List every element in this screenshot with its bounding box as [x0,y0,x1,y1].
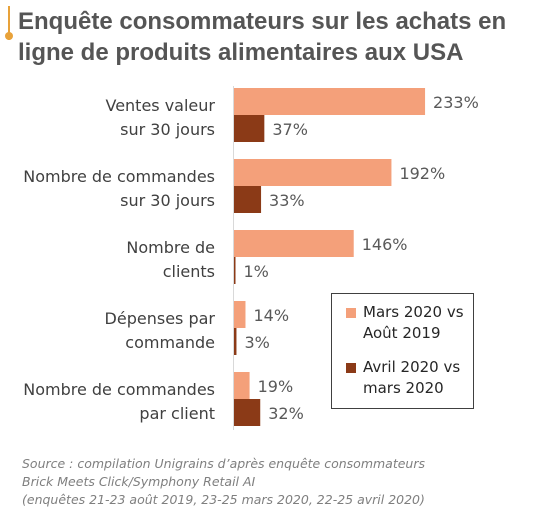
bar-series-1-category-3 [234,230,354,257]
bar-series-2-category-2 [234,186,262,213]
bar-series-1-category-4 [234,301,246,328]
bar-series-1-category-5 [234,372,250,399]
legend-label-series-2-line-2: mars 2020 [363,379,444,397]
legend-label-series-2-line-1: Avril 2020 vs [363,358,461,376]
data-label-series-2-category-1: 37% [272,120,308,139]
data-label-series-1-category-4: 14% [253,306,289,325]
legend-swatch-series-1 [346,308,356,318]
source-line-3: (enquêtes 21-23 août 2019, 23-25 mars 20… [22,492,425,507]
category-label-5: Nombre de commandes par client [23,380,215,423]
legend-item-series-1: Mars 2020 vs Août 2019 [346,302,471,344]
data-label-series-1-category-1: 233% [433,93,479,112]
category-label-4-line-1: Dépenses par [105,309,216,328]
data-label-series-1-category-5: 19% [258,377,294,396]
data-label-series-2-category-4: 3% [244,333,269,352]
bar-series-2-category-4 [234,328,237,355]
data-label-series-1-category-2: 192% [399,164,445,183]
source-line-1: Source : compilation Unigrains d’après e… [22,456,426,471]
legend-item-series-2: Avril 2020 vs mars 2020 [346,357,471,399]
category-label-3-line-2: clients [163,262,215,281]
category-label-4-line-2: commande [125,333,215,352]
category-label-4: Dépenses par commande [105,309,216,352]
data-label-series-2-category-3: 1% [244,262,269,281]
category-label-3-line-1: Nombre de [126,238,215,257]
category-label-2: Nombre de commandes sur 30 jours [23,167,215,210]
data-label-series-1-category-3: 146% [362,235,408,254]
legend: Mars 2020 vs Août 2019 Avril 2020 vs mar… [331,293,474,409]
data-label-series-2-category-2: 33% [269,191,305,210]
category-label-1-line-2: sur 30 jours [120,120,215,139]
source-note: Source : compilation Unigrains d’après e… [22,455,522,509]
title-accent-dot [5,32,13,40]
category-label-1-line-1: Ventes valeur [105,96,215,115]
category-label-5-line-2: par client [139,404,215,423]
legend-label-series-1-line-2: Août 2019 [363,324,441,342]
bar-series-2-category-3 [234,257,236,284]
category-label-3: Nombre de clients [126,238,215,281]
bar-series-2-category-1 [234,115,265,142]
source-line-2: Brick Meets Click/Symphony Retail AI [22,474,256,489]
category-label-2-line-1: Nombre de commandes [23,167,215,186]
bar-series-1-category-2 [234,159,392,186]
category-label-5-line-1: Nombre de commandes [23,380,215,399]
category-label-1: Ventes valeur sur 30 jours [105,96,215,139]
bar-series-2-category-5 [234,399,261,426]
title-accent-line [8,6,10,40]
legend-swatch-series-2 [346,363,356,373]
chart-title: Enquête consommateurs sur les achats en … [18,8,507,66]
data-label-series-2-category-5: 32% [268,404,304,423]
category-label-2-line-2: sur 30 jours [120,191,215,210]
bar-series-1-category-1 [234,88,426,115]
legend-label-series-1-line-1: Mars 2020 vs [363,303,464,321]
